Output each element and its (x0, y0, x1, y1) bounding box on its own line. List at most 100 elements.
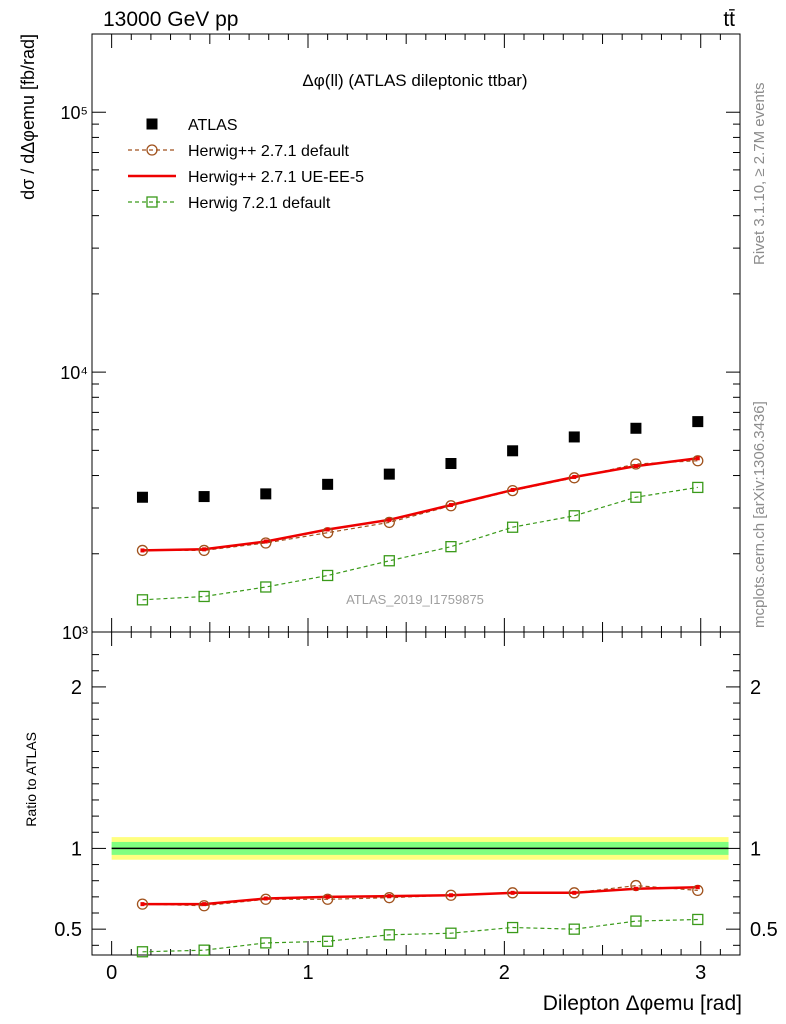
data-point-ratio (383, 929, 395, 941)
data-point-ratio (198, 944, 210, 956)
ratio-panel: 0.5 0.5 1 1 2 2 0 1 2 3 (54, 631, 778, 984)
ratio-frame (91, 631, 741, 956)
x-axis-label: Dilepton Δφemu [rad] (543, 992, 742, 1015)
data-point-main (383, 555, 395, 567)
data-point-main (198, 491, 210, 503)
data-point-ratio (630, 915, 642, 927)
data-point-main (198, 590, 210, 603)
data-point-main (572, 474, 577, 479)
data-point-ratio (568, 923, 580, 935)
x-tick-label: 3 (695, 962, 706, 984)
data-point-main (198, 544, 210, 557)
series-line-main (142, 457, 698, 552)
legend-label: Herwig++ 2.7.1 default (188, 143, 350, 160)
y-tick-label-ratio-left: 2 (71, 677, 82, 699)
data-point-main (568, 431, 580, 443)
legend-marker (146, 196, 158, 208)
y-tick-label-main: 10⁵ (61, 103, 88, 123)
data-point-main (692, 481, 704, 494)
y-axis-label-main: dσ / dΔφemu [fb/rad] (18, 34, 38, 200)
data-point-ratio (572, 890, 577, 895)
data-point-ratio (383, 892, 395, 904)
series-line-main (142, 486, 698, 601)
data-point-main (630, 491, 642, 503)
data-point-ratio (633, 886, 638, 891)
data-point-main (506, 484, 519, 497)
data-point-ratio (568, 887, 580, 899)
legend-label: Herwig++ 2.7.1 UE-EE-5 (188, 169, 364, 186)
data-point-ratio (263, 896, 268, 901)
rivet-label: Rivet 3.1.10, ≥ 2.7M events (751, 83, 768, 266)
data-point-main (136, 544, 149, 557)
data-point-ratio (448, 893, 453, 898)
data-point-main (445, 541, 457, 553)
data-point-ratio (136, 898, 149, 910)
data-point-main (568, 510, 580, 522)
y-tick-label-ratio-right: 1 (750, 838, 761, 860)
data-point-main (383, 468, 395, 480)
data-point-main (383, 516, 395, 529)
data-point-ratio (387, 894, 392, 899)
data-point-main (263, 539, 268, 544)
data-point-ratio (260, 893, 272, 905)
y-tick-label-ratio-right: 0.5 (750, 919, 778, 941)
data-point-main (260, 537, 272, 549)
y-tick-label-ratio-right: 2 (750, 677, 761, 699)
data-point-main (445, 500, 457, 512)
data-point-ratio (695, 885, 700, 890)
data-point-main (260, 581, 272, 593)
watermark: ATLAS_2019_I1759875 (346, 592, 484, 607)
series-line-ratio (142, 885, 698, 906)
y-tick-label-main: 10⁴ (60, 363, 88, 383)
data-point-ratio (140, 902, 145, 907)
y-tick-label-ratio-left: 1 (71, 838, 82, 860)
legend-label: ATLAS (188, 117, 238, 134)
data-point-main (136, 491, 148, 503)
data-point-ratio (506, 887, 519, 899)
data-point-main (260, 488, 272, 500)
x-tick-label: 0 (106, 962, 117, 984)
legend-marker (146, 144, 158, 156)
data-point-main (506, 521, 519, 533)
data-point-main (448, 503, 453, 508)
plot-title: Δφ(ll) (ATLAS dileptonic ttbar) (302, 71, 527, 90)
data-point-main (568, 472, 580, 484)
data-point-ratio (506, 921, 519, 934)
data-point-main (692, 455, 704, 467)
mcplots-label: mcplots.cern.ch [arXiv:1306.3436] (751, 401, 768, 628)
data-point-main (387, 517, 392, 522)
series-line-main (142, 460, 698, 552)
data-point-main (507, 445, 519, 457)
data-point-ratio (325, 894, 330, 899)
y-tick-label-ratio-left: 0.5 (54, 919, 82, 941)
data-point-main (695, 456, 700, 461)
data-point-ratio (321, 893, 334, 905)
data-point-main (325, 527, 330, 532)
data-point-main (510, 487, 515, 492)
text-layer: 13000 GeV pp tt̄ Δφ(ll) (ATLAS dileptoni… (18, 8, 768, 1015)
data-point-main (630, 422, 642, 434)
data-point-main (321, 569, 334, 582)
x-tick-label: 1 (302, 962, 313, 984)
x-tick-label: 2 (499, 962, 510, 984)
data-point-ratio (510, 890, 515, 895)
data-point-ratio (445, 927, 457, 939)
data-point-ratio (260, 937, 272, 949)
legend-marker (146, 118, 158, 130)
data-point-ratio (321, 935, 334, 947)
data-point-main (692, 416, 704, 428)
main-panel: 10³ 10⁴ 10⁵ ATLAS Herwig++ 2.7.1 default Herw… (60, 33, 741, 643)
data-point-main (633, 464, 638, 469)
data-point-main (140, 548, 145, 553)
legend-label: Herwig 7.2.1 default (188, 195, 331, 212)
data-point-ratio (136, 946, 149, 958)
data-point-main (136, 594, 149, 606)
y-tick-label-main: 10³ (62, 623, 88, 643)
header-left: 13000 GeV pp (103, 8, 238, 31)
data-point-main (322, 478, 334, 490)
data-point-ratio (198, 900, 210, 912)
data-point-ratio (445, 889, 457, 901)
data-point-ratio (202, 902, 207, 907)
header-right: tt̄ (723, 8, 735, 31)
